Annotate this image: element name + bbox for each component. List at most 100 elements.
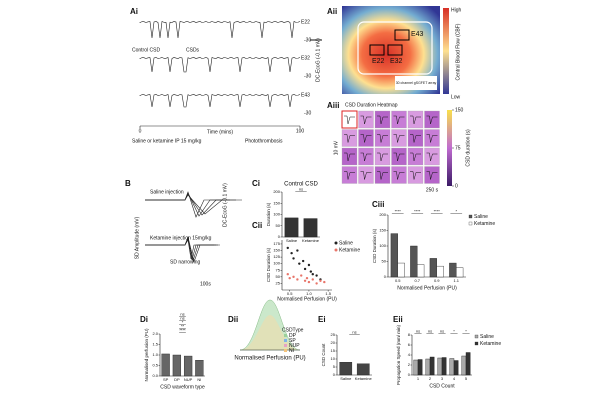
electrode-label: E32	[301, 55, 310, 61]
bar	[410, 245, 418, 278]
x-tick-label: 5	[465, 376, 468, 381]
y-tick-label: 125	[273, 254, 280, 259]
label: Control CSD	[132, 47, 160, 53]
electrode-label: E32	[390, 58, 403, 65]
label: DC-EcoG (-0.1 mV)	[315, 38, 321, 82]
x-tick-label: 1.5	[325, 291, 331, 296]
tile-trace	[360, 171, 372, 180]
legend-swatch	[284, 349, 287, 352]
legend-swatch	[284, 339, 287, 342]
electrode-box	[387, 44, 403, 56]
bar	[356, 363, 370, 376]
panel-label: Aii	[327, 7, 337, 16]
x-tick-label: 1	[417, 376, 420, 381]
label: Control CSD	[284, 182, 318, 188]
label: CSD duration (s)	[465, 129, 471, 167]
label: CSD Duration (s)	[266, 247, 271, 282]
panel-label: Dii	[228, 315, 238, 324]
label: Ketamine injection 15mg/kg	[150, 235, 212, 241]
legend-label: Saline	[339, 240, 353, 246]
legend-label: Ketamine	[480, 341, 501, 347]
point	[305, 276, 309, 280]
y-tick-label: 50	[276, 223, 281, 228]
tile-trace	[360, 115, 372, 125]
legend-label: NI	[289, 348, 294, 354]
y-tick-label: 75	[276, 267, 281, 272]
point	[286, 273, 289, 276]
electrode-label: E22	[372, 58, 385, 65]
x-tick-label: SP	[163, 377, 169, 382]
label: 100s	[200, 281, 211, 287]
significance: ns	[416, 329, 420, 334]
tile-trace	[344, 115, 355, 125]
tile-trace	[426, 152, 438, 162]
tick-label: 75	[455, 145, 461, 151]
y-tick-label: 4	[408, 352, 411, 357]
tile-trace	[410, 152, 421, 162]
label: CSD waveform type	[160, 384, 205, 390]
bar	[465, 352, 471, 376]
bar	[172, 354, 182, 377]
point	[311, 278, 314, 281]
y-tick-label: 150	[273, 248, 280, 253]
y-tick-label: 1.5	[152, 342, 158, 347]
legend-label: DP	[289, 333, 297, 339]
bar	[456, 267, 464, 278]
panel-label: Ciii	[372, 200, 384, 209]
bar	[425, 358, 431, 376]
y-tick-label: 100	[273, 212, 280, 217]
point	[307, 280, 311, 284]
trace	[145, 238, 216, 261]
trace	[145, 239, 214, 260]
bar	[413, 359, 419, 376]
point	[298, 262, 301, 265]
y-tick-label: 8	[408, 332, 411, 337]
x-tick-label: Ketamine	[302, 238, 320, 243]
legend-swatch	[474, 341, 479, 346]
point	[292, 275, 295, 279]
electrode-label: E43	[301, 92, 310, 98]
tick-label: 0	[455, 183, 458, 189]
bar	[161, 353, 170, 377]
label: Normalised Perfusion (PU)	[277, 296, 337, 302]
panel-label: Eii	[393, 315, 403, 324]
bar	[436, 265, 444, 278]
label: Time (mins)	[207, 129, 234, 135]
bar	[437, 357, 443, 376]
legend-swatch	[468, 214, 473, 219]
x-tick-label: 1.1	[453, 278, 459, 283]
label: Low	[451, 94, 461, 100]
y-tick-label: 200	[273, 189, 280, 194]
y-tick-label: 150	[273, 200, 280, 205]
duration-colorbar	[447, 110, 452, 186]
significance: *	[455, 209, 457, 214]
bar	[429, 258, 437, 278]
label: 250 s	[426, 187, 439, 193]
significance: ns	[440, 329, 444, 334]
y-tick-label: 0	[333, 372, 336, 377]
tile-trace	[410, 134, 421, 143]
label: CSD Duration Heatmap	[345, 102, 398, 108]
panel-label: Ei	[318, 315, 326, 324]
scale-label: -30	[304, 110, 311, 116]
electrode-label: E22	[301, 19, 310, 25]
tile-trace	[410, 171, 421, 180]
label: 30 channel gSGFET array	[396, 81, 437, 85]
y-tick-label: 5	[333, 364, 336, 369]
bar	[417, 264, 425, 278]
significance: *	[465, 329, 467, 334]
x-tick-label: 1.0	[306, 291, 312, 296]
x-tick-label: Saline	[286, 238, 298, 243]
y-tick-label: 100	[379, 243, 386, 248]
legend-swatch	[334, 248, 338, 252]
label: Normalised perfusion (PU)	[144, 328, 149, 382]
label: Photothrombosis	[245, 138, 283, 144]
tile-trace	[426, 115, 438, 125]
tile-trace	[393, 152, 405, 162]
legend-swatch	[284, 344, 287, 347]
significance: ns	[299, 187, 303, 192]
y-tick-label: 100	[273, 261, 280, 266]
trace	[145, 192, 230, 217]
label: Saline injection	[150, 189, 184, 195]
